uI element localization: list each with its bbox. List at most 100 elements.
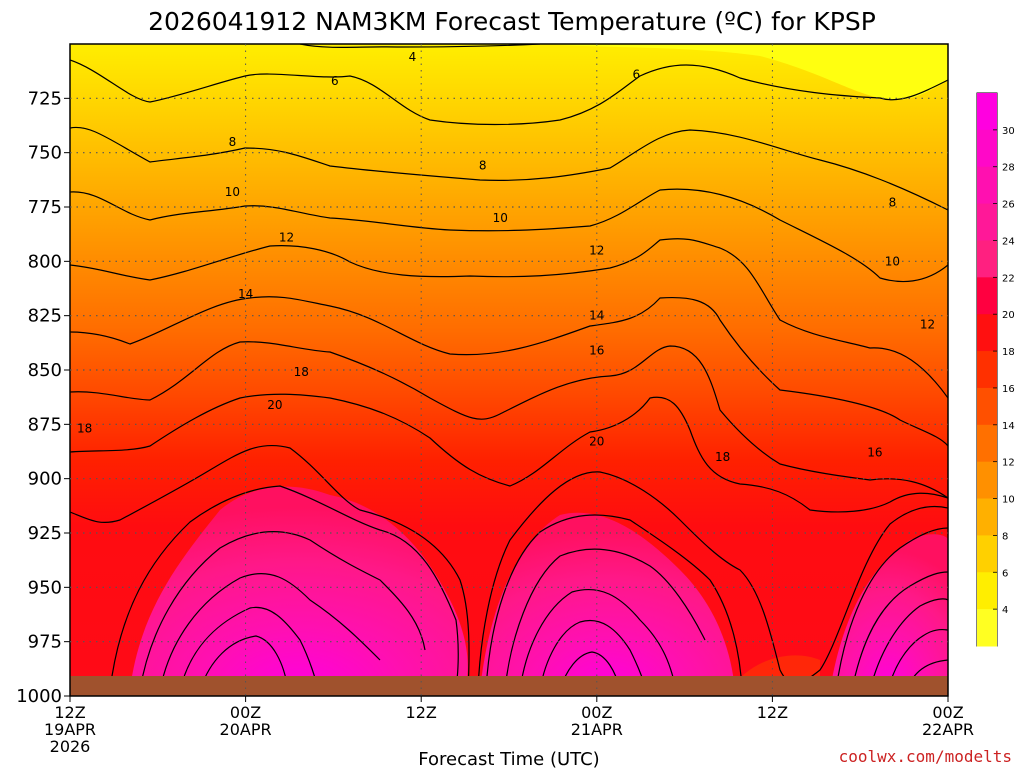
contour-label: 10 [493,211,508,225]
y-tick-label: 800 [28,251,62,272]
warm-core-day1 [130,486,468,690]
x-tick-label: 20APR [220,720,272,739]
colorbar-swatch [977,535,997,573]
x-tick-label: 00Z [932,703,963,722]
x-tick-label: 00Z [581,703,612,722]
x-tick-label: 22APR [922,720,974,739]
contour-30c-b [559,651,621,691]
y-tick-label: 875 [28,414,62,435]
colorbar-swatch [977,387,997,426]
contour-label: 4 [409,50,417,64]
chart-title: 2026041912 NAM3KM Forecast Temperature (… [148,7,876,36]
contour-20c-b [477,471,948,691]
contour-labels: 4 6 6 8 8 8 10 10 10 12 12 12 14 14 16 16 18 18 18 20 20 [77,50,935,464]
contour-14c [70,296,948,447]
contour-label: 14 [238,287,253,301]
credit-text: coolwx.com/modelts [839,747,1012,766]
contour-24c [139,530,426,691]
contour-24c-c [851,571,948,691]
colorbar-label: 8 [1002,531,1008,542]
y-tick-label: 900 [28,469,62,490]
contour-20c [70,444,470,691]
contour-26c-c [869,598,948,691]
y-tick-label: 750 [28,143,62,164]
contour-6c [70,59,948,126]
y-axis-ticks: 725 750 775 800 825 850 875 900 925 950 975 1000 [16,88,70,707]
contour-label: 20 [589,435,604,449]
contour-22c [109,485,459,691]
contour-16c [70,341,948,499]
colorbar-label: 20 [1002,310,1015,321]
contour-label: 16 [867,446,882,460]
contour-label: 14 [589,309,604,323]
contour-label: 10 [885,254,900,268]
colorbar-swatch [977,314,997,352]
contour-label: 8 [479,159,487,173]
colorbar-label: 6 [1002,568,1008,579]
warm-core-day3 [830,534,948,690]
colorbar-label: 26 [1002,200,1015,211]
contour-22c-b [485,514,743,691]
colorbar-label: 16 [1002,384,1015,395]
y-tick-label: 950 [28,577,62,598]
contour-label: 12 [279,230,294,244]
colorbar-swatch [977,93,997,131]
colorbar-label: 28 [1002,163,1015,174]
contour-4c [299,44,541,48]
contour-label: 12 [589,243,604,257]
colorbar-label: 10 [1002,495,1015,506]
top-yellow-region [540,44,948,101]
contour-30c [199,635,289,691]
contour-28c-c [887,628,948,691]
contour-12c [70,238,948,399]
x-tick-label: 12Z [406,703,437,722]
contour-label: 18 [294,365,309,379]
contour-label: 12 [920,317,935,331]
contour-26c-b [519,588,677,691]
colorbar-swatch [977,498,997,536]
x-tick-label: 12Z [757,703,788,722]
gridlines [70,44,948,696]
colorbar-swatch [977,129,997,168]
colorbar-label: 30 [1002,126,1015,137]
colorbar-label: 18 [1002,347,1015,358]
y-tick-label: 725 [28,88,62,109]
y-tick-label: 850 [28,360,62,381]
contour-24c-b [504,548,706,691]
contour-label: 18 [715,450,730,464]
y-tick-label: 825 [28,306,62,327]
contour-28c-b [539,619,647,691]
colorbar-swatch [977,461,997,500]
colorbar-label: 4 [1002,605,1008,616]
contour-8c [70,126,948,211]
colorbar-swatch [977,424,997,463]
contour-28c [179,606,319,691]
x-tick-label: 21APR [571,720,623,739]
contour-22c-c [835,527,948,691]
contour-label: 10 [225,185,240,199]
y-tick-label: 925 [28,523,62,544]
x-tick-label: 00Z [230,703,261,722]
x-tick-label: 12Z [54,703,85,722]
contour-label: 8 [229,135,237,149]
contour-label: 16 [589,343,604,357]
y-tick-label: 1000 [16,686,62,707]
contour-label: 8 [889,196,897,210]
colorbar: 30 28 26 24 22 20 18 16 14 12 10 8 6 4 [977,93,1015,647]
contour-10c [70,188,948,283]
x-tick-label: 19APR [44,720,96,739]
x-axis-label: Forecast Time (UTC) [418,749,599,768]
contour-18c [70,393,948,513]
colorbar-swatch [977,166,997,205]
contour-lines [70,44,948,691]
colorbar-label: 22 [1002,273,1015,284]
x-tick-label: 2026 [50,737,91,756]
ground-band [70,676,948,696]
colorbar-swatch [977,203,997,241]
contour-26c [159,573,381,691]
contour-label: 6 [632,67,640,81]
colorbar-swatch [977,351,997,389]
warm-core-day2 [480,512,735,690]
contour-label: 6 [331,74,339,88]
